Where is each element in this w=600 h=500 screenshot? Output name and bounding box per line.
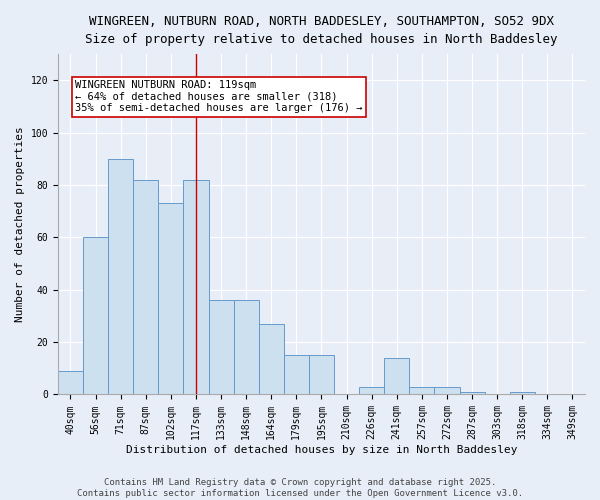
Bar <box>434 386 460 394</box>
Y-axis label: Number of detached properties: Number of detached properties <box>15 126 25 322</box>
Bar <box>108 159 133 394</box>
Bar <box>184 180 209 394</box>
Title: WINGREEN, NUTBURN ROAD, NORTH BADDESLEY, SOUTHAMPTON, SO52 9DX
Size of property : WINGREEN, NUTBURN ROAD, NORTH BADDESLEY,… <box>85 15 558 46</box>
Text: WINGREEN NUTBURN ROAD: 119sqm
← 64% of detached houses are smaller (318)
35% of : WINGREEN NUTBURN ROAD: 119sqm ← 64% of d… <box>76 80 363 114</box>
Bar <box>384 358 409 395</box>
Bar <box>233 300 259 394</box>
Bar <box>309 355 334 395</box>
Bar <box>209 300 233 394</box>
X-axis label: Distribution of detached houses by size in North Baddesley: Distribution of detached houses by size … <box>126 445 517 455</box>
Bar <box>158 204 184 394</box>
Bar <box>359 386 384 394</box>
Bar <box>83 238 108 394</box>
Bar <box>284 355 309 395</box>
Bar <box>58 371 83 394</box>
Bar <box>510 392 535 394</box>
Bar <box>259 324 284 394</box>
Text: Contains HM Land Registry data © Crown copyright and database right 2025.
Contai: Contains HM Land Registry data © Crown c… <box>77 478 523 498</box>
Bar <box>460 392 485 394</box>
Bar <box>133 180 158 394</box>
Bar <box>409 386 434 394</box>
